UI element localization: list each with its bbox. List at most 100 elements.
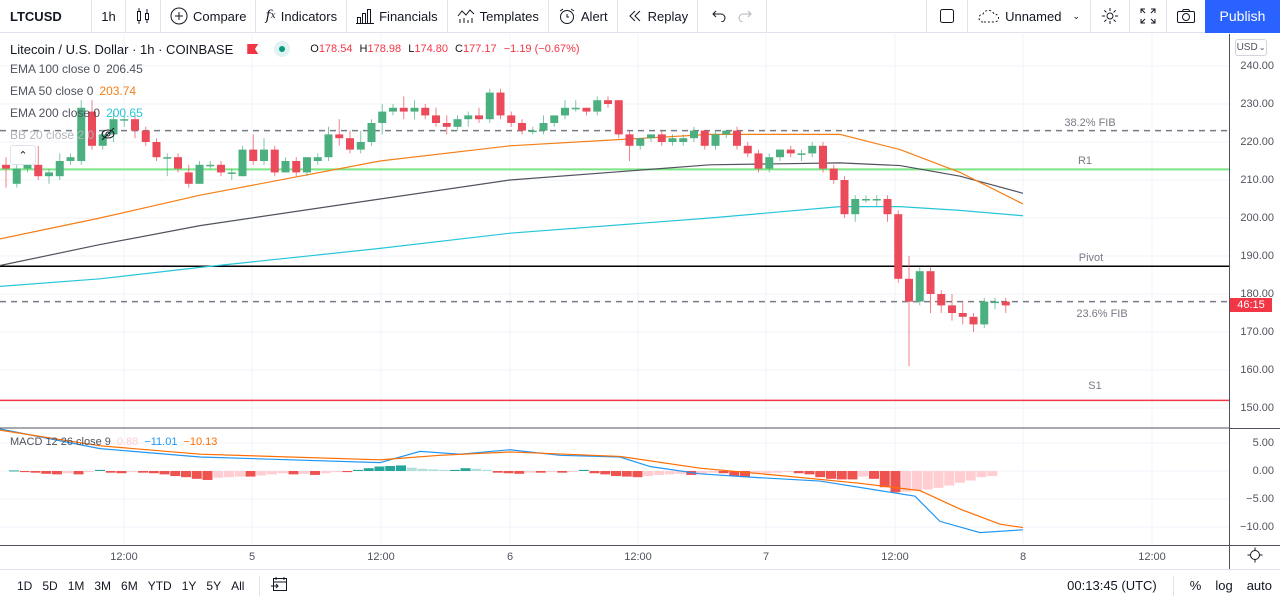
level-label-r1: R1	[1077, 155, 1093, 168]
symbol-search[interactable]: LTCUSD	[0, 0, 92, 33]
range-1m[interactable]: 1M	[67, 578, 85, 593]
compare-button[interactable]: Compare	[161, 0, 257, 33]
price-tick: 170.00	[1240, 326, 1274, 338]
currency-button[interactable]: USD ⌄	[1235, 39, 1267, 56]
ema200-value: 200.65	[106, 106, 143, 120]
close-label: C	[455, 43, 463, 55]
range-6m[interactable]: 6M	[121, 578, 138, 593]
macd-hist-value: 0.88	[116, 436, 139, 448]
macd-tick: 5.00	[1252, 437, 1274, 449]
financials-icon	[356, 8, 375, 24]
percent-scale-toggle[interactable]: %	[1189, 578, 1202, 593]
chevron-down-icon: ⌄	[1258, 43, 1266, 52]
time-tick: 8	[1019, 551, 1027, 563]
layout-name-label: Unnamed	[1005, 8, 1062, 24]
range-5y[interactable]: 5Y	[206, 578, 222, 593]
replay-label: Replay	[647, 8, 689, 24]
replay-button[interactable]: Replay	[618, 0, 699, 33]
log-scale-toggle[interactable]: log	[1215, 578, 1233, 593]
chevron-up-icon: ⌃	[18, 149, 28, 162]
indicator-ema100[interactable]: EMA 100 close 0 206.45	[10, 58, 580, 80]
interval-label: 1h	[101, 8, 116, 24]
templates-label: Templates	[479, 8, 539, 24]
price-axis[interactable]: USD ⌄ 240.00 230.00 220.00 210.00 200.00 …	[1229, 34, 1280, 545]
collapse-legend-button[interactable]: ⌃	[10, 145, 36, 165]
macd-legend[interactable]: MACD 12 26 close 9 0.88 −11.01 −10.13	[10, 436, 217, 448]
range-all[interactable]: All	[231, 578, 245, 593]
settings-button[interactable]	[1091, 0, 1130, 33]
legend-title-row: Litecoin / U.S. Dollar · 1h · COINBASE O…	[10, 40, 580, 58]
time-tick: 6	[506, 551, 514, 563]
interval-button[interactable]: 1h	[92, 0, 126, 33]
price-tick: 160.00	[1240, 364, 1274, 376]
price-tick: 200.00	[1240, 212, 1274, 224]
chart-legend: Litecoin / U.S. Dollar · 1h · COINBASE O…	[10, 40, 580, 146]
bottom-toolbar: 1D 5D 1M 3M 6M YTD 1Y 5Y All 00:13:45 (U…	[0, 569, 1280, 601]
range-ytd[interactable]: YTD	[147, 578, 172, 593]
price-chart-canvas[interactable]	[0, 34, 1229, 545]
templates-icon	[457, 8, 475, 24]
time-axis[interactable]: 12:00 5 12:00 6 12:00 7 12:00 8 12:00	[0, 545, 1229, 569]
price-tick: 150.00	[1240, 402, 1274, 414]
indicator-ema200[interactable]: EMA 200 close 0 200.65	[10, 102, 580, 124]
fullscreen-icon	[1140, 8, 1156, 24]
templates-button[interactable]: Templates	[448, 0, 549, 33]
countdown-price-tag: 46:15	[1230, 298, 1272, 312]
publish-label: Publish	[1219, 8, 1266, 24]
layout-name-button[interactable]: Unnamed ⌄	[968, 0, 1091, 33]
chart-style-button[interactable]	[126, 0, 161, 33]
cloud-icon	[978, 8, 1000, 24]
currency-label: USD	[1236, 42, 1258, 53]
range-1d[interactable]: 1D	[17, 578, 33, 593]
plus-circle-icon	[170, 7, 188, 25]
publish-button[interactable]: Publish	[1205, 0, 1280, 33]
price-tick: 240.00	[1240, 60, 1274, 72]
financials-button[interactable]: Financials	[347, 0, 448, 33]
ema100-value: 206.45	[106, 62, 143, 76]
auto-scale-toggle[interactable]: auto	[1246, 578, 1272, 593]
divider	[1172, 575, 1174, 596]
level-label-pivot: Pivot	[1078, 252, 1104, 265]
calendar-goto-icon	[271, 577, 288, 591]
goto-date-button[interactable]	[270, 576, 288, 595]
pane-divider[interactable]	[1230, 428, 1280, 429]
close-value: 177.17	[463, 43, 497, 55]
chart-settings-button[interactable]	[1229, 545, 1280, 569]
redo-button[interactable]	[732, 0, 768, 33]
ema200-label: EMA 200 close 0	[10, 106, 101, 120]
hidden-eye-icon[interactable]	[100, 127, 116, 144]
high-value: 178.98	[367, 43, 402, 55]
change-value: −1.19 (−0.67%)	[503, 43, 580, 55]
range-5d[interactable]: 5D	[42, 578, 58, 593]
divider	[259, 575, 261, 596]
chart-pane[interactable]	[0, 34, 1229, 545]
price-tick: 230.00	[1240, 98, 1274, 110]
market-status-icon[interactable]	[274, 41, 291, 57]
snapshot-button[interactable]	[1167, 0, 1205, 33]
indicator-ema50[interactable]: EMA 50 close 0 203.74	[10, 80, 580, 102]
level-label-23-6-fib: 23.6% FIB	[1076, 307, 1128, 320]
utc-clock[interactable]: 00:13:45 (UTC)	[1067, 578, 1157, 593]
fullscreen-button[interactable]	[1130, 0, 1167, 33]
alert-button[interactable]: Alert	[549, 0, 618, 33]
alarm-icon	[558, 7, 576, 25]
range-3m[interactable]: 3M	[94, 578, 112, 593]
layout-toggle-button[interactable]	[926, 0, 969, 33]
time-tick: 5	[248, 551, 256, 563]
macd-label: MACD 12 26 close 9	[10, 436, 111, 448]
price-tick: 210.00	[1240, 174, 1274, 186]
camera-icon	[1176, 8, 1196, 24]
macd-line-value: −11.01	[144, 436, 178, 448]
ema50-label: EMA 50 close 0	[10, 84, 94, 98]
financials-label: Financials	[379, 8, 438, 24]
range-1y[interactable]: 1Y	[181, 578, 197, 593]
undo-button[interactable]	[698, 0, 732, 33]
countdown-label: 46:15	[1237, 299, 1265, 311]
macd-tick: −5.00	[1246, 493, 1274, 505]
indicator-bb[interactable]: BB 20 close 2 0	[10, 124, 580, 146]
indicators-label: Indicators	[280, 8, 338, 24]
flag-icon[interactable]	[247, 44, 259, 54]
